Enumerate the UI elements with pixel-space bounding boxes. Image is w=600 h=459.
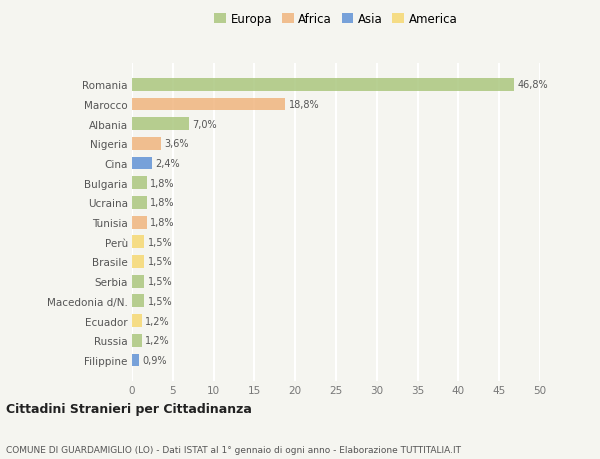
Bar (132, 275, 144, 288)
Text: 2,4%: 2,4% (155, 159, 179, 168)
Text: 1,5%: 1,5% (148, 277, 172, 286)
Text: 1,5%: 1,5% (148, 237, 172, 247)
Text: COMUNE DI GUARDAMIGLIO (LO) - Dati ISTAT al 1° gennaio di ogni anno - Elaborazio: COMUNE DI GUARDAMIGLIO (LO) - Dati ISTAT… (6, 445, 461, 454)
Text: Cittadini Stranieri per Cittadinanza: Cittadini Stranieri per Cittadinanza (6, 403, 252, 415)
Text: 1,2%: 1,2% (145, 336, 170, 346)
Text: 1,5%: 1,5% (148, 257, 172, 267)
Bar (132, 216, 146, 229)
Text: 1,8%: 1,8% (150, 178, 175, 188)
Text: 18,8%: 18,8% (289, 100, 319, 110)
Text: 3,6%: 3,6% (164, 139, 189, 149)
Text: 7,0%: 7,0% (193, 119, 217, 129)
Bar (132, 98, 286, 111)
Bar (132, 196, 146, 209)
Bar (132, 256, 144, 269)
Text: 1,8%: 1,8% (150, 218, 175, 228)
Bar (132, 314, 142, 327)
Bar (132, 78, 514, 91)
Bar (132, 295, 144, 308)
Text: 0,9%: 0,9% (143, 355, 167, 365)
Legend: Europa, Africa, Asia, America: Europa, Africa, Asia, America (214, 13, 458, 26)
Bar (132, 118, 189, 131)
Bar (132, 177, 146, 190)
Text: 1,8%: 1,8% (150, 198, 175, 208)
Bar (132, 354, 139, 367)
Text: 1,5%: 1,5% (148, 296, 172, 306)
Text: 1,2%: 1,2% (145, 316, 170, 326)
Bar (132, 236, 144, 249)
Bar (132, 334, 142, 347)
Text: 46,8%: 46,8% (517, 80, 548, 90)
Bar (132, 157, 152, 170)
Bar (132, 138, 161, 151)
